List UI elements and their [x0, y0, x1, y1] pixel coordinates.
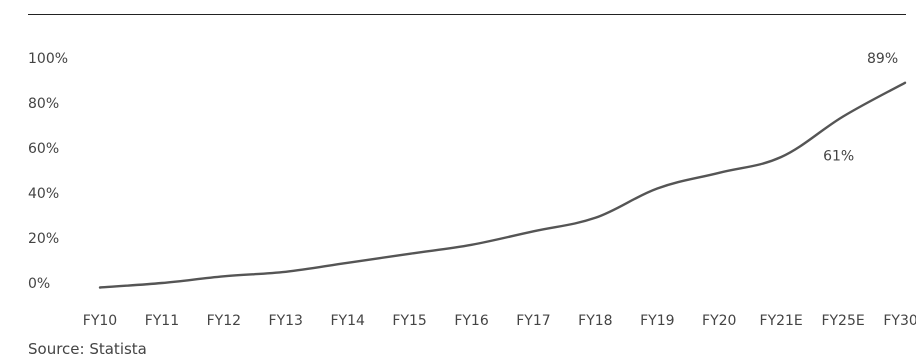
- y-tick-label: 0%: [28, 276, 50, 292]
- y-axis-ticks: 0% 20% 40% 60% 80% 100%: [28, 51, 68, 292]
- data-label: 61%: [823, 149, 854, 165]
- top-rule: [28, 14, 906, 15]
- series-line: [98, 81, 907, 289]
- x-tick-label: FY14: [330, 313, 365, 329]
- x-tick-label: FY17: [516, 313, 550, 329]
- x-tick-label: FY12: [207, 313, 241, 329]
- y-tick-label: 40%: [28, 186, 59, 202]
- source-note: Source: Statista: [28, 340, 147, 358]
- x-tick-label: FY16: [454, 313, 489, 329]
- x-axis-ticks: FY10 FY11 FY12 FY13 FY14 FY15 FY16 FY17 FY18 FY19…: [83, 313, 916, 329]
- y-tick-label: 80%: [28, 96, 59, 112]
- x-tick-label: FY13: [269, 313, 303, 329]
- line-chart: 0%20%40%60%80%100% FY10 FY11 FY12 FY13 FY14 F…: [28, 51, 916, 329]
- x-tick-label: FY25E: [821, 313, 864, 329]
- series-layer: [98, 81, 907, 289]
- x-tick-label: FY15: [392, 313, 426, 329]
- x-tick-label: FY21E: [760, 313, 803, 329]
- x-tick-label: FY11: [145, 313, 179, 329]
- data-label: 89%: [867, 51, 898, 67]
- y-tick-label: 60%: [28, 141, 59, 157]
- annotations: 61% 89%: [823, 51, 898, 165]
- x-tick-label: FY10: [83, 313, 117, 329]
- x-tick-label: FY18: [578, 313, 612, 329]
- x-tick-label: FY30E: [883, 313, 916, 329]
- y-tick-label: 100%: [28, 51, 68, 67]
- y-tick-label: 20%: [28, 231, 59, 247]
- x-tick-label: FY20: [702, 313, 736, 329]
- x-tick-label: FY19: [640, 313, 674, 329]
